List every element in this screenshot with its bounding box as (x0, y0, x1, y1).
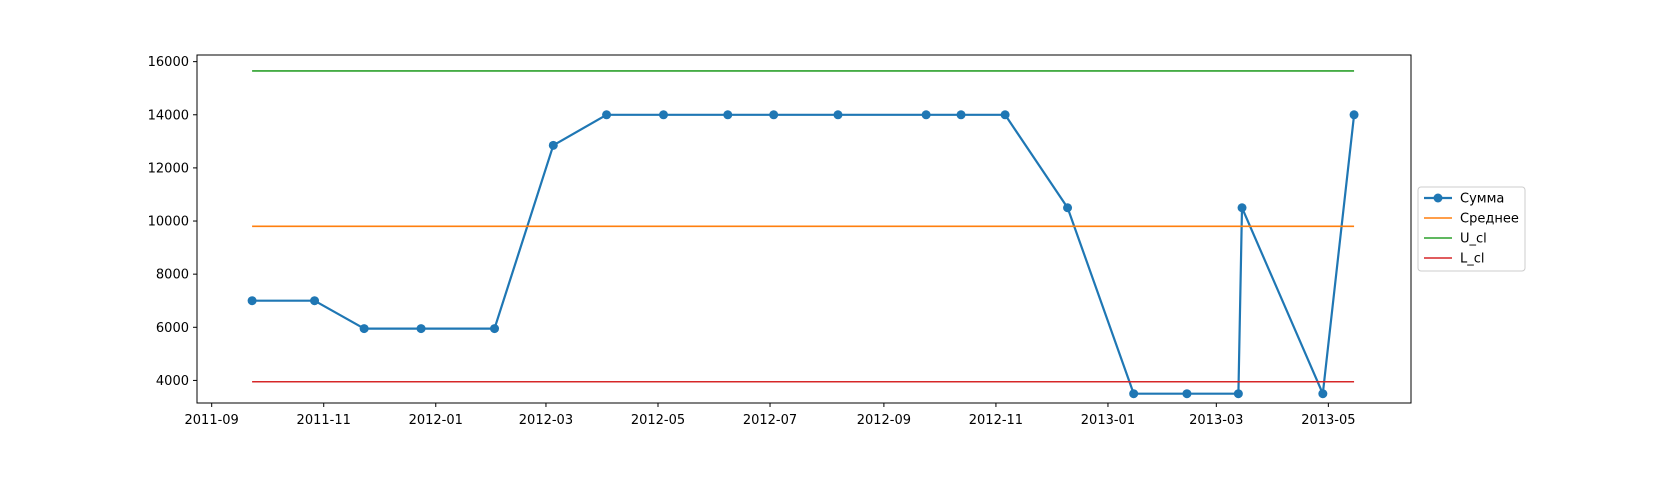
y-tick-label: 8000 (156, 268, 189, 283)
series-0-point (769, 110, 779, 120)
y-tick-label: 16000 (148, 55, 189, 70)
series-markers-layer (247, 110, 1359, 399)
series-0-line (252, 113, 1356, 395)
x-tick-label: 2012-09 (857, 413, 911, 428)
series-0-point (247, 296, 257, 306)
series-0-point (1182, 389, 1192, 399)
x-tick-label: 2012-01 (409, 413, 463, 428)
series-0-point (1063, 203, 1073, 213)
y-tick-label: 4000 (156, 374, 189, 389)
legend-сумма-marker (1433, 193, 1443, 203)
x-tick-label: 2013-05 (1301, 413, 1355, 428)
series-0-point (1129, 389, 1139, 399)
series-0-point (1318, 389, 1328, 399)
y-tick-label: 6000 (156, 321, 189, 336)
x-tick-label: 2013-01 (1081, 413, 1135, 428)
legend-среднее-label: Среднее (1460, 212, 1519, 227)
series-lines-layer (252, 70, 1356, 395)
series-0-point (602, 110, 612, 120)
x-tick-label: 2012-03 (519, 413, 573, 428)
series-0-point (416, 324, 426, 334)
series-0-point (548, 140, 558, 150)
series-0-point (833, 110, 843, 120)
series-0-point (921, 110, 931, 120)
x-tick-label: 2012-05 (631, 413, 685, 428)
plot-area-frame (196, 54, 1412, 404)
y-tick-label: 12000 (148, 161, 189, 176)
legend-u-cl-label: U_cl (1460, 232, 1487, 247)
series-0-point (1349, 110, 1359, 120)
legend-frame (1417, 186, 1526, 272)
series-0-point (956, 110, 966, 120)
series-0-point (1000, 110, 1010, 120)
x-tick-label: 2011-09 (185, 413, 239, 428)
series-0-point (1237, 203, 1247, 213)
x-tick-label: 2011-11 (297, 413, 351, 428)
series-0-point (723, 110, 733, 120)
series-0-point (359, 324, 369, 334)
x-axis: 2011-09 2011-11 2012-01 2012-03 2012-05 2012-… (185, 403, 1356, 428)
x-tick-label: 2012-07 (743, 413, 797, 428)
legend: Сумма Среднее U_cl L_cl (1417, 186, 1526, 272)
legend-l-cl-label: L_cl (1460, 252, 1485, 267)
series-0-point (490, 324, 500, 334)
y-tick-label: 10000 (148, 215, 189, 230)
series-0-point (658, 110, 668, 120)
y-tick-label: 14000 (148, 108, 189, 123)
series-0-point (1233, 389, 1243, 399)
legend-сумма-label: Сумма (1460, 192, 1504, 207)
x-tick-label: 2013-03 (1189, 413, 1243, 428)
x-tick-label: 2012-11 (969, 413, 1023, 428)
series-0-point (310, 296, 320, 306)
y-axis: 4000 6000 8000 10000 12000 14000 16000 (148, 55, 197, 389)
